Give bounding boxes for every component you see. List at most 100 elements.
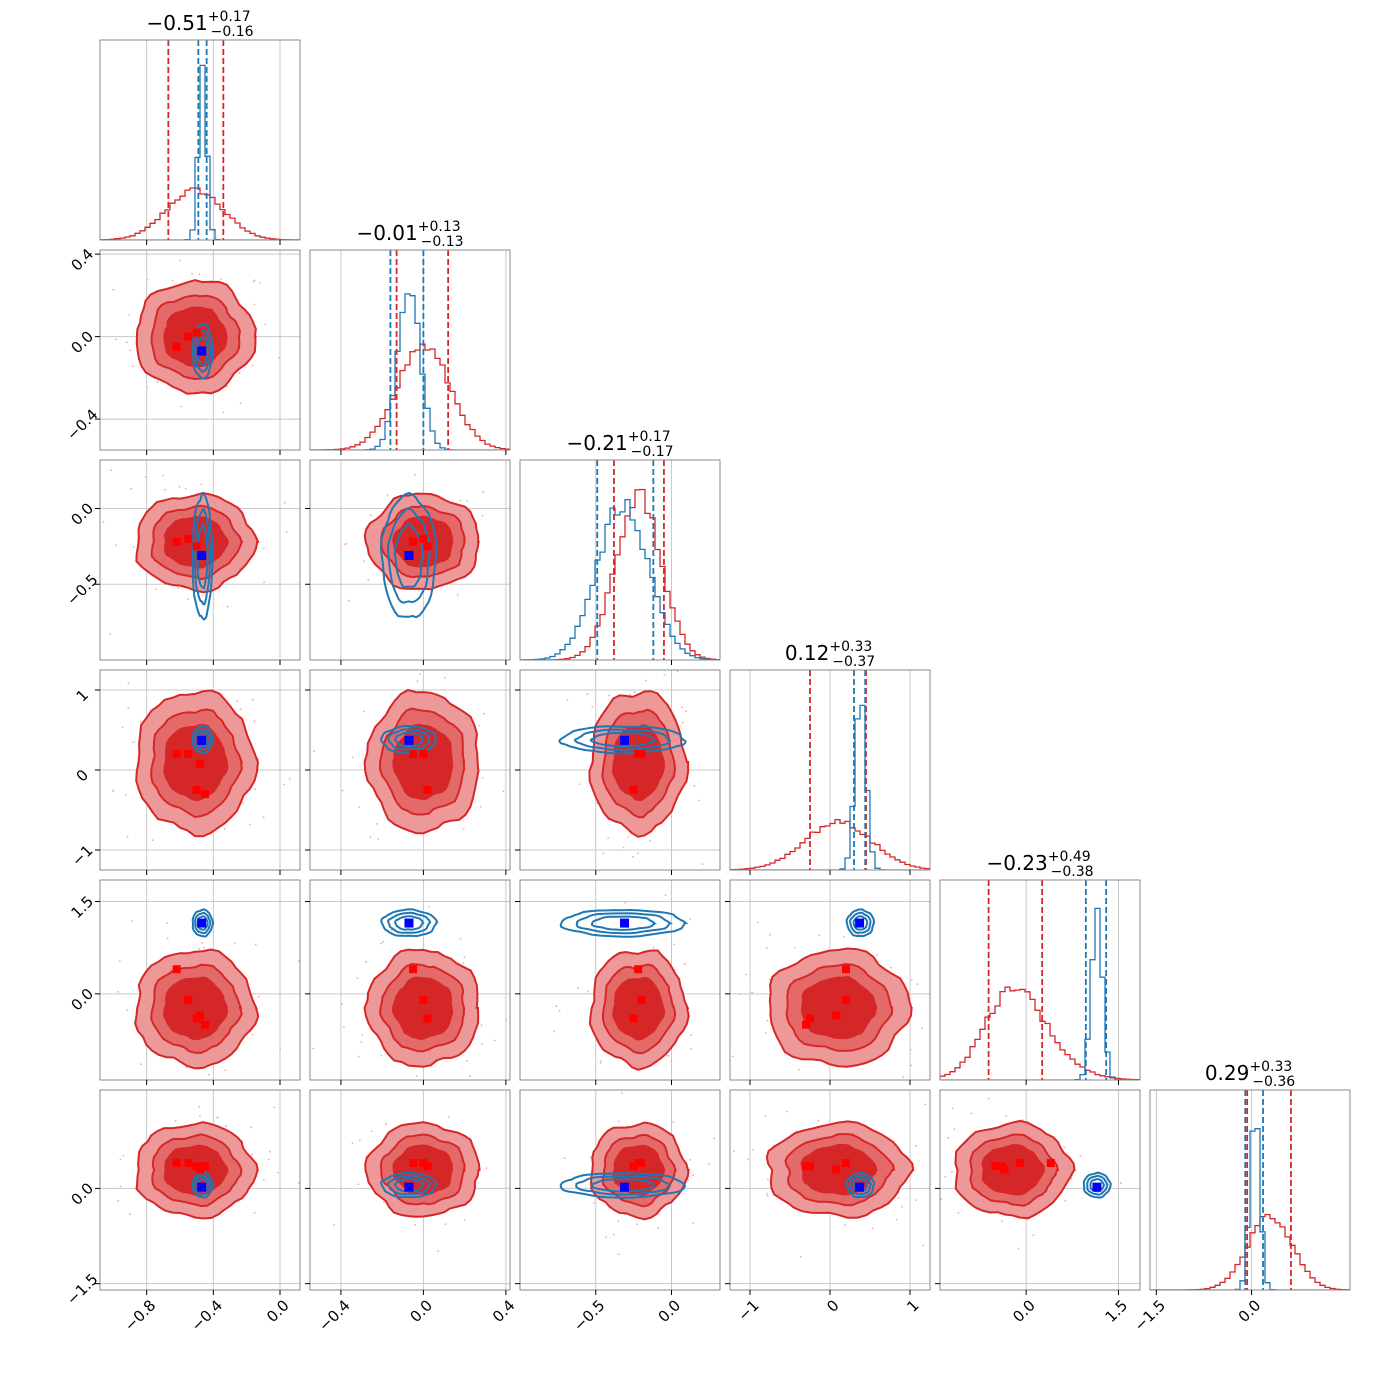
scatter-dot	[437, 1250, 440, 1253]
scatter-dot	[163, 488, 166, 491]
y-tick-label: 1	[73, 686, 92, 705]
y-tick-label: 0.0	[68, 1179, 98, 1209]
panel-frame	[309, 1089, 511, 1291]
scatter-dot	[253, 1211, 256, 1214]
scatter-dot	[629, 693, 631, 696]
scatter-dot	[102, 520, 105, 523]
scatter-dot	[226, 454, 228, 456]
scatter-dot	[191, 273, 193, 275]
scatter-dot	[739, 993, 742, 996]
scatter-dot	[115, 338, 117, 341]
panel-frame	[309, 459, 511, 661]
y-tick-label: 0.0	[68, 985, 98, 1015]
y-tick-label: 0.0	[68, 499, 98, 529]
blue-histogram	[520, 499, 720, 660]
scatter-dot	[129, 349, 132, 352]
red-marker	[192, 786, 201, 794]
scatter-dot	[276, 1171, 279, 1174]
scatter-dot	[262, 816, 265, 819]
y-tick-label: 1.5	[68, 892, 98, 922]
scatter-dot	[459, 499, 462, 502]
scatter-dot	[577, 987, 580, 989]
blue-contour-0	[191, 725, 214, 755]
blue-contour-0	[191, 322, 214, 380]
scatter-dot	[732, 1055, 734, 1058]
scatter-dot	[607, 837, 610, 839]
scatter-dot	[636, 1223, 638, 1226]
scatter-dot	[133, 546, 135, 548]
scatter-dot	[127, 707, 130, 709]
red-marker	[201, 1020, 209, 1029]
scatter-dot	[478, 724, 480, 727]
scatter-dot	[363, 560, 365, 562]
red-marker	[423, 786, 432, 794]
red-marker	[423, 1162, 432, 1171]
panel-title: −0.01+0.13 −0.13	[356, 219, 463, 250]
scatter-dot	[222, 411, 225, 414]
scatter-dot	[485, 1167, 488, 1169]
red-marker	[172, 965, 181, 974]
scatter-dot	[670, 1060, 673, 1063]
scatter-dot	[593, 1202, 595, 1204]
panel-1-1: −0.01+0.13 −0.13	[309, 219, 511, 455]
blue-contour-1	[848, 911, 872, 934]
scatter-dot	[383, 1201, 385, 1204]
panel-frame	[519, 459, 721, 661]
y-tick-label: −1.5	[63, 1270, 101, 1308]
x-tick-label: 0.0	[1009, 1296, 1039, 1326]
scatter-dot	[382, 940, 385, 943]
blue-contour-2	[394, 915, 425, 931]
scatter-dot	[298, 1182, 300, 1184]
panel-5-3: −1 0 1	[725, 1089, 931, 1325]
blue-contour-1	[387, 911, 432, 934]
panel-frame	[99, 249, 301, 451]
scatter-dot	[238, 372, 241, 375]
blue-histogram	[940, 907, 1140, 1080]
scatter-dot	[144, 475, 147, 478]
scatter-dot	[415, 895, 417, 897]
scatter-dot	[363, 710, 365, 713]
scatter-dot	[380, 1054, 383, 1057]
panel-3-3: 0.12+0.33 −0.37	[729, 639, 931, 875]
scatter-dot	[360, 1041, 363, 1044]
truth-marker	[620, 918, 630, 928]
blue-contour-1	[1086, 1174, 1109, 1196]
scatter-dot	[689, 918, 691, 920]
scatter-dot	[481, 1043, 484, 1045]
scatter-dot	[406, 437, 408, 439]
red-marker	[184, 996, 193, 1004]
blue-contour-0	[559, 908, 689, 938]
truth-marker	[620, 1182, 630, 1192]
scatter-dot	[279, 1047, 281, 1050]
scatter-dot	[267, 1158, 270, 1161]
blue-contour-1	[194, 728, 212, 751]
blue-contour-0	[558, 725, 687, 755]
red-marker	[629, 786, 638, 794]
blue-histogram	[1150, 1128, 1350, 1290]
x-tick-label: 0.0	[263, 1296, 293, 1326]
scatter-dot	[128, 314, 131, 316]
scatter-dot	[798, 1068, 800, 1071]
red-marker	[802, 1020, 810, 1029]
scatter-dot	[910, 979, 913, 981]
truth-marker	[404, 1182, 414, 1192]
scatter-dot	[672, 1121, 675, 1123]
scatter-dot	[285, 531, 288, 534]
scatter-dot	[132, 741, 135, 743]
scatter-dot	[910, 1064, 913, 1067]
scatter-dot	[685, 710, 687, 713]
scatter-dot	[162, 474, 165, 477]
truth-marker	[404, 735, 414, 745]
scatter-dot	[951, 1170, 953, 1173]
scatter-dot	[909, 1048, 912, 1051]
scatter-dot	[605, 1236, 607, 1238]
scatter-dot	[897, 1197, 900, 1200]
scatter-dot	[617, 1120, 620, 1123]
scatter-dot	[732, 1150, 735, 1153]
scatter-dot	[171, 279, 174, 282]
scatter-dot	[745, 973, 748, 976]
red-marker	[423, 542, 432, 551]
scatter-dot	[351, 1142, 354, 1145]
x-tick-label: 0	[823, 1296, 842, 1315]
scatter-dot	[782, 1124, 784, 1126]
